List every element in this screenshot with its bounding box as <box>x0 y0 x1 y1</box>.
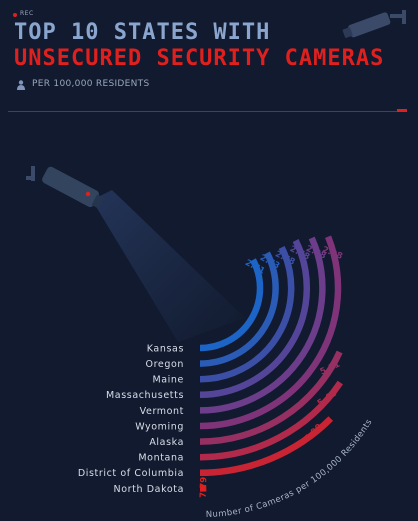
title-line-2: UNSECURED SECURITY CAMERAS <box>14 46 385 71</box>
bar-kansas <box>199 258 264 352</box>
labels-layer: Kansas2.71Oregon2.73Maine2.78Massachuset… <box>78 244 344 498</box>
category-label: Massachusetts <box>106 390 184 401</box>
category-label: Maine <box>152 375 184 386</box>
category-label: Wyoming <box>135 421 184 432</box>
bar-alaska <box>199 350 343 445</box>
category-label: Kansas <box>147 343 184 354</box>
category-label: District of Columbia <box>78 468 184 479</box>
bar-oregon <box>199 251 279 367</box>
rec-label: REC <box>20 10 34 17</box>
title-line-1: TOP 10 STATES WITH <box>14 20 271 45</box>
category-label: Montana <box>138 453 184 464</box>
category-label: North Dakota <box>114 484 184 495</box>
bar-massachusetts <box>199 239 311 399</box>
security-camera-icon <box>26 166 104 209</box>
category-label: Vermont <box>140 406 184 417</box>
bar-vermont <box>199 236 326 414</box>
category-label: Oregon <box>146 359 184 370</box>
header-divider-accent <box>397 109 407 112</box>
bar-maine <box>199 245 295 383</box>
bar-district-of-columbia <box>199 416 334 477</box>
subtitle: PER 100,000 RESIDENTS <box>32 79 150 89</box>
person-icon <box>17 80 25 90</box>
bar-wyoming <box>199 235 342 430</box>
bars-layer <box>199 235 343 492</box>
bar-montana <box>199 380 343 461</box>
security-camera-beam <box>92 190 245 342</box>
security-camera-icon <box>342 10 406 38</box>
rec-indicator-icon <box>13 13 17 17</box>
header-divider <box>8 111 401 112</box>
category-label: Alaska <box>149 437 184 448</box>
value-label: 7.79 <box>199 477 210 498</box>
